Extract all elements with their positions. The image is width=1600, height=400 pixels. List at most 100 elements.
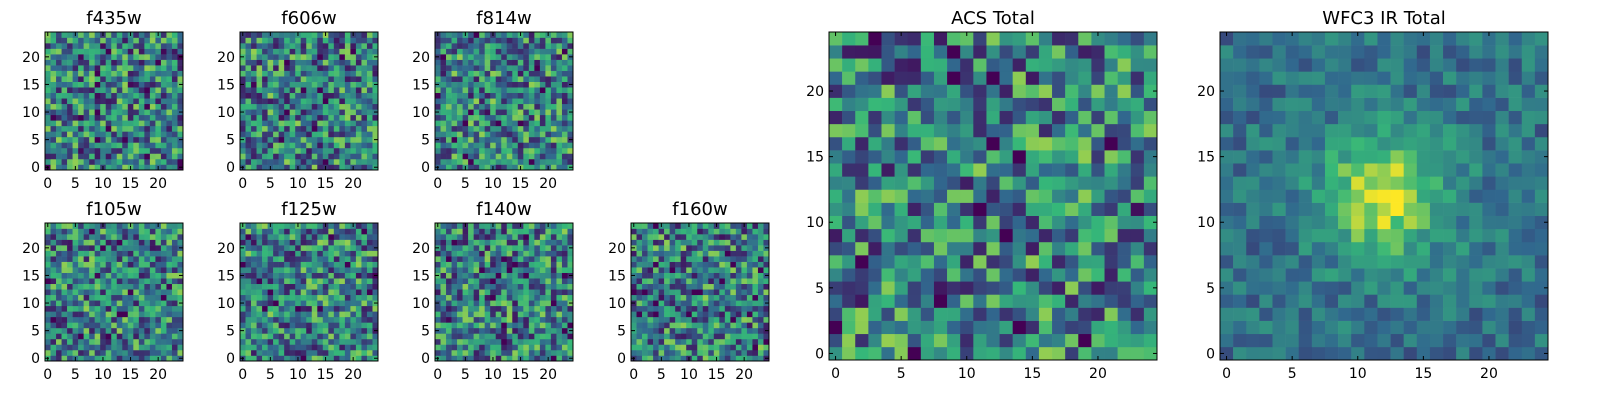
heatmap-cell <box>642 239 648 246</box>
heatmap-cell <box>490 300 497 307</box>
heatmap-cell <box>355 65 362 71</box>
heatmap-cell <box>490 109 497 116</box>
heatmap-cell <box>83 228 90 235</box>
heatmap-cell <box>322 87 329 94</box>
heatmap-cell <box>372 92 379 99</box>
heatmap-cell <box>67 355 73 362</box>
heatmap-cell <box>512 344 519 351</box>
heatmap-cell <box>295 54 302 60</box>
heatmap-cell <box>311 344 318 351</box>
heatmap-cell <box>72 327 79 334</box>
heatmap-cell <box>495 267 502 273</box>
heatmap-cell <box>322 272 329 279</box>
heatmap-cell <box>539 59 546 66</box>
heatmap-cell <box>45 256 51 262</box>
heatmap-cell <box>462 48 469 55</box>
heatmap-cell <box>1117 268 1132 282</box>
heatmap-cell <box>127 294 134 301</box>
heatmap-cell <box>1065 202 1079 216</box>
heatmap-cell <box>894 255 909 269</box>
heatmap-cell <box>372 333 379 340</box>
heatmap-cell <box>289 261 296 268</box>
heatmap-cell <box>534 344 541 351</box>
heatmap-cell <box>138 234 145 240</box>
x-tick-label: 15 <box>317 176 335 192</box>
heatmap-cell <box>1065 163 1079 177</box>
heatmap-cell <box>973 150 987 164</box>
heatmap-cell <box>366 294 373 301</box>
heatmap-cell <box>284 147 290 154</box>
heatmap-cell <box>512 37 519 44</box>
heatmap-cell <box>730 261 737 268</box>
heatmap-cell <box>300 223 307 229</box>
heatmap-cell <box>664 338 670 345</box>
heatmap-cell <box>344 103 351 110</box>
heatmap-cell <box>479 76 485 82</box>
heatmap-cell <box>947 255 961 269</box>
heatmap-cell <box>273 344 279 351</box>
heatmap-cell <box>435 322 441 329</box>
heatmap-cell <box>512 92 519 99</box>
heatmap-cell <box>868 320 882 335</box>
heatmap-cell <box>240 261 246 268</box>
heatmap-cell <box>534 147 541 154</box>
heatmap-cell <box>284 158 290 165</box>
heatmap-cell <box>372 114 379 121</box>
y-tick-label: 10 <box>412 105 430 121</box>
heatmap-cell <box>366 147 373 154</box>
heatmap-cell <box>479 316 485 323</box>
heatmap-cell <box>669 228 676 235</box>
heatmap-cell <box>111 114 118 121</box>
heatmap-cell <box>545 256 552 262</box>
heatmap-cell <box>105 327 112 334</box>
heatmap-cell <box>361 59 368 66</box>
heatmap-cell <box>267 147 274 154</box>
heatmap-cell <box>72 43 79 49</box>
heatmap-cell <box>328 289 335 296</box>
heatmap-cell <box>133 76 140 82</box>
heatmap-cell <box>534 234 541 240</box>
heatmap-cell <box>251 333 257 340</box>
heatmap-cell <box>920 215 935 230</box>
heatmap-cell <box>653 234 659 240</box>
heatmap-cell <box>713 278 720 285</box>
heatmap-cell <box>517 272 524 279</box>
heatmap-cell <box>686 316 693 323</box>
heatmap-cell <box>83 65 90 71</box>
heatmap-cell <box>462 103 469 110</box>
heatmap-cell <box>473 294 480 301</box>
heatmap-cell <box>300 272 307 279</box>
heatmap-cell <box>317 164 324 171</box>
heatmap-cell <box>986 320 1000 335</box>
heatmap-cell <box>116 250 123 257</box>
heatmap-cell <box>177 48 184 55</box>
heatmap-cell <box>171 109 178 116</box>
heatmap-cell <box>50 65 57 71</box>
heatmap-cell <box>111 32 118 38</box>
heatmap-cell <box>457 333 463 340</box>
heatmap-cell <box>675 338 681 345</box>
heatmap-cell <box>894 176 909 190</box>
heatmap-cell <box>50 120 57 127</box>
heatmap-cell <box>116 43 123 49</box>
heatmap-cell <box>50 109 57 116</box>
heatmap-cell <box>691 228 698 235</box>
heatmap-cell <box>262 54 268 60</box>
heatmap-cell <box>1038 268 1053 282</box>
heatmap-cell <box>561 289 568 296</box>
heatmap-cell <box>45 59 51 66</box>
heatmap-cell <box>256 48 263 55</box>
heatmap-cell <box>960 241 974 256</box>
heatmap-cell <box>730 333 737 340</box>
heatmap-cell <box>333 239 340 246</box>
heatmap-cell <box>166 316 173 323</box>
heatmap-cell <box>691 256 698 262</box>
heatmap-cell <box>528 327 535 334</box>
heatmap-cell <box>289 81 296 88</box>
heatmap-cell <box>1078 255 1092 269</box>
heatmap-cell <box>561 239 568 246</box>
heatmap-cell <box>333 158 340 165</box>
heatmap-cell <box>495 250 502 257</box>
heatmap-cell <box>1104 346 1118 361</box>
heatmap-cell <box>451 65 458 71</box>
